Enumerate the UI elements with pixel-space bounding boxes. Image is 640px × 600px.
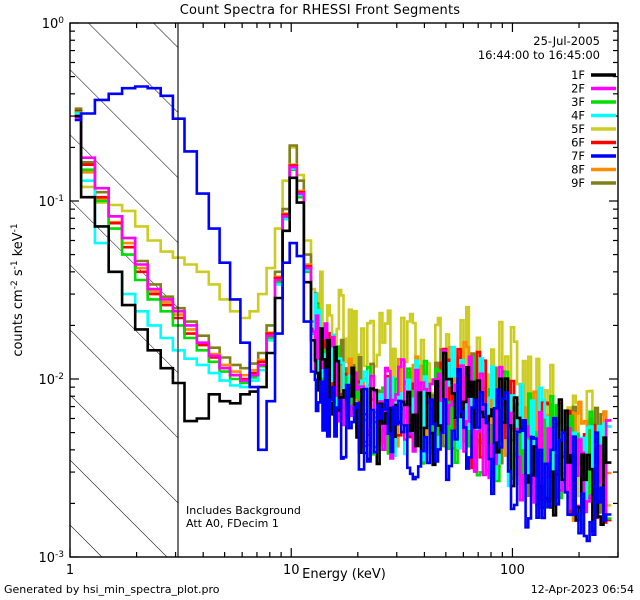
legend-label-6f: 6F xyxy=(571,136,585,150)
x-axis-label: Energy (keV) xyxy=(302,567,386,582)
x-tick-label: 100 xyxy=(500,563,525,578)
legend-label-5f: 5F xyxy=(571,122,585,136)
series-line-7f xyxy=(74,85,612,543)
legend: 25-Jul-2005 16:44:00 to 16:45:00 1F2F3F4… xyxy=(478,34,616,190)
annotation-line-2: Att A0, FDecim 1 xyxy=(186,517,279,530)
page-title: Count Spectra for RHESSI Front Segments xyxy=(179,3,461,18)
legend-label-3f: 3F xyxy=(571,95,585,109)
legend-label-8f: 8F xyxy=(571,163,585,177)
y-axis-label: counts cm-2 s-1 keV-1 xyxy=(10,223,26,356)
y-tick-label: 10-1 xyxy=(38,194,64,210)
legend-label-4f: 4F xyxy=(571,109,585,123)
x-tick-label: 10 xyxy=(283,563,300,578)
legend-label-7f: 7F xyxy=(571,149,585,163)
footer-generator: Generated by hsi_min_spectra_plot.pro xyxy=(4,583,220,596)
x-tick-label: 1 xyxy=(66,563,74,578)
svg-text:counts cm-2 s-1 keV-1: counts cm-2 s-1 keV-1 xyxy=(10,223,26,356)
y-tick-label: 100 xyxy=(42,16,65,32)
y-tick-label: 10-3 xyxy=(38,550,64,566)
spectra-curves xyxy=(74,85,612,543)
legend-label-2f: 2F xyxy=(571,82,585,96)
annotation-line-1: Includes Background xyxy=(186,504,301,517)
legend-time-range: 16:44:00 to 16:45:00 xyxy=(478,48,600,62)
axes xyxy=(69,22,619,558)
legend-date: 25-Jul-2005 xyxy=(533,34,600,48)
footer-timestamp: 12-Apr-2023 06:54 xyxy=(530,583,634,596)
tick-labels: 1 10 100 100 10-1 10-2 10-3 xyxy=(38,16,524,578)
legend-label-9f: 9F xyxy=(571,176,585,190)
y-tick-label: 10-2 xyxy=(38,372,64,388)
legend-label-1f: 1F xyxy=(571,68,585,82)
plot-annotation: Includes Background Att A0, FDecim 1 xyxy=(186,504,301,530)
